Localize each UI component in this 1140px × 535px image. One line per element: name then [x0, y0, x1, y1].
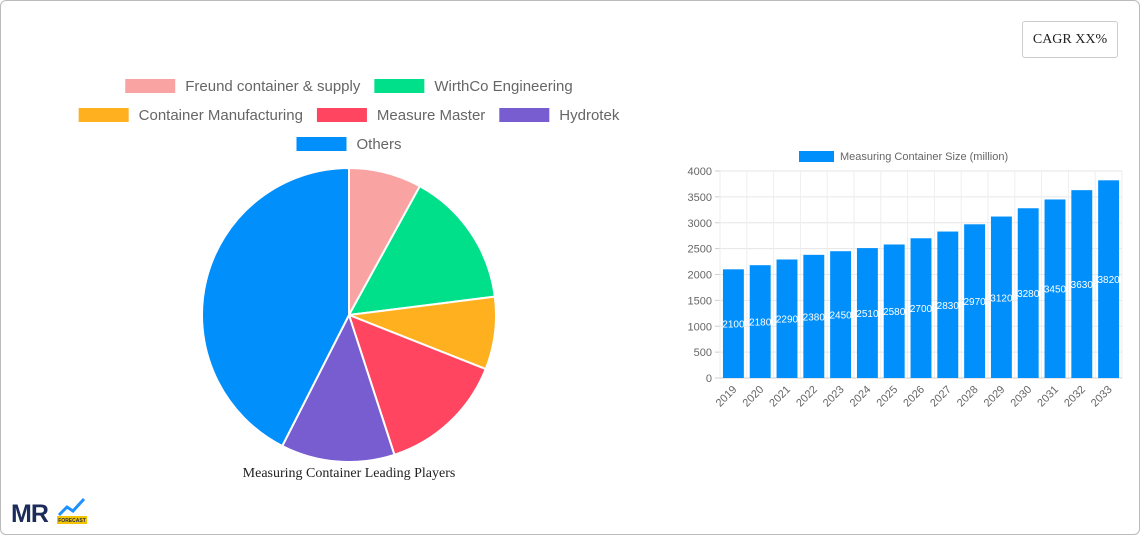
x-tick-label: 2022: [794, 384, 820, 410]
y-tick-label: 500: [694, 347, 712, 359]
legend-item: Measure Master: [316, 107, 485, 124]
bar-value-label: 2510: [856, 309, 879, 320]
x-tick-label: 2031: [1035, 384, 1061, 410]
bar-value-label: 2700: [910, 304, 933, 315]
y-tick-label: 2500: [688, 244, 712, 256]
bar-value-label: 2290: [776, 315, 799, 326]
logo-sub: FORECAST: [58, 518, 86, 524]
legend-swatch: [499, 108, 550, 122]
x-tick-label: 2019: [714, 384, 740, 410]
legend-item: Hydrotek: [499, 107, 620, 124]
legend-item: Container Manufacturing: [78, 107, 303, 124]
bar-value-label: 2830: [937, 301, 960, 312]
y-tick-label: 2000: [688, 270, 712, 282]
pie-slice: [347, 184, 496, 317]
legend-label: Measuring Container Size (million): [840, 151, 1008, 163]
bar: [830, 251, 852, 378]
bar: [964, 224, 986, 378]
bar: [910, 238, 932, 378]
y-tick-label: 1000: [688, 321, 712, 333]
logo: MR FORECAST: [11, 497, 87, 528]
bar-value-label: 2180: [749, 318, 772, 329]
logo-badge: [57, 516, 87, 524]
x-tick-label: 2027: [928, 384, 954, 410]
bar: [776, 259, 798, 378]
bar-value-label: 3820: [1097, 275, 1120, 286]
x-tick-label: 2033: [1089, 384, 1115, 410]
legend-label: Hydrotek: [559, 107, 620, 124]
bar: [749, 265, 771, 378]
x-tick-label: 2020: [741, 384, 767, 410]
bar: [1071, 190, 1093, 378]
bar: [722, 269, 744, 378]
bar: [1017, 208, 1039, 378]
bar-value-label: 3120: [990, 293, 1013, 304]
x-tick-label: 2026: [901, 384, 927, 410]
legend-swatch: [374, 79, 425, 93]
cagr-button[interactable]: CAGR XX%: [1022, 21, 1118, 58]
bar-value-label: 2450: [829, 311, 852, 322]
x-tick-label: 2032: [1062, 384, 1088, 410]
bar-value-label: 3630: [1071, 280, 1094, 291]
pie-slice: [201, 166, 350, 448]
logo-text: MR: [11, 500, 49, 528]
legend-swatch: [296, 137, 347, 151]
y-tick-label: 3500: [688, 192, 712, 204]
x-tick-label: 2024: [848, 384, 874, 410]
x-tick-label: 2021: [767, 384, 793, 410]
bar: [937, 231, 959, 378]
legend-label: Freund container & supply: [185, 78, 361, 95]
x-tick-label: 2025: [875, 384, 901, 410]
legend-label: Container Manufacturing: [139, 107, 303, 124]
legend-item: Others: [296, 136, 402, 153]
x-tick-label: 2023: [821, 384, 847, 410]
x-tick-label: 2029: [982, 384, 1008, 410]
bar-value-label: 2580: [883, 307, 906, 318]
legend-label: WirthCo Engineering: [434, 78, 572, 95]
y-tick-label: 1500: [688, 295, 712, 307]
bar-value-label: 3280: [1017, 289, 1040, 300]
bar: [803, 254, 825, 378]
bar-value-label: 2380: [803, 312, 826, 323]
pie-slice: [280, 312, 396, 463]
legend-label: Others: [356, 136, 401, 153]
y-tick-label: 3000: [688, 218, 712, 230]
logo-arrow: [57, 497, 86, 517]
x-tick-label: 2030: [1009, 384, 1035, 410]
bar-value-label: 2100: [722, 320, 745, 331]
y-tick-label: 4000: [688, 166, 712, 178]
legend-swatch: [316, 108, 367, 122]
bar: [1098, 180, 1120, 378]
legend-label: Measure Master: [377, 107, 485, 124]
bar-value-label: 3450: [1044, 285, 1067, 296]
bar: [990, 216, 1012, 378]
legend-swatch: [799, 151, 834, 162]
legend-item: Freund container & supply: [125, 78, 361, 95]
pie-title: Measuring Container Leading Players: [243, 466, 456, 481]
bar: [883, 244, 905, 378]
bar-value-label: 2970: [963, 297, 986, 308]
bar: [856, 248, 878, 378]
x-tick-label: 2028: [955, 384, 981, 410]
legend-item: WirthCo Engineering: [374, 78, 573, 95]
y-tick-label: 0: [706, 373, 712, 385]
legend-swatch: [78, 108, 129, 122]
bar: [1044, 199, 1066, 378]
legend-swatch: [125, 79, 176, 93]
